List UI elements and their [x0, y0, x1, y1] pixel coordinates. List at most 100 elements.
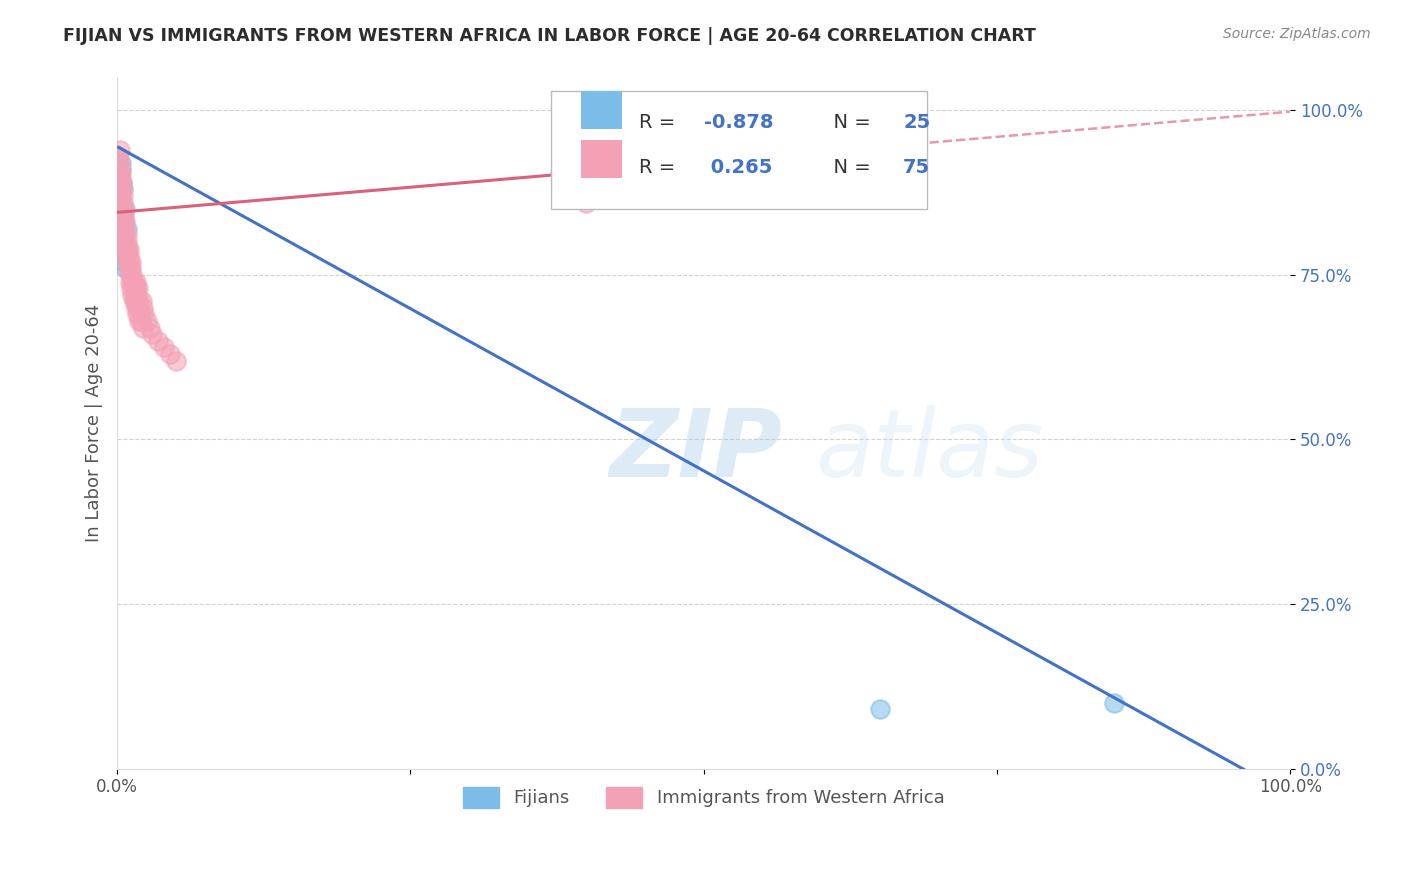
Text: R =: R = — [640, 158, 682, 177]
Point — [108, 176, 131, 190]
Point — [111, 182, 134, 196]
Point — [112, 222, 135, 236]
Point — [114, 215, 136, 229]
Point — [111, 209, 134, 223]
Point — [112, 182, 135, 196]
Point — [117, 254, 139, 268]
Point — [127, 281, 149, 295]
Point — [112, 202, 135, 216]
Point — [127, 307, 149, 321]
Point — [125, 281, 148, 295]
Point — [159, 347, 181, 361]
Point — [108, 156, 131, 170]
Point — [111, 209, 134, 223]
Point — [111, 176, 134, 190]
Point — [107, 182, 129, 196]
Point — [112, 215, 135, 229]
Point — [132, 301, 155, 315]
Point — [129, 307, 152, 321]
Point — [115, 222, 138, 236]
Point — [112, 195, 135, 210]
Text: R =: R = — [640, 113, 682, 132]
Point — [127, 287, 149, 301]
Point — [128, 314, 150, 328]
Point — [120, 261, 142, 276]
Point — [112, 254, 135, 268]
Point — [108, 169, 131, 184]
Point — [107, 149, 129, 163]
Point — [110, 162, 132, 177]
Text: 0.265: 0.265 — [703, 158, 772, 177]
Point — [575, 195, 598, 210]
Point — [110, 162, 132, 177]
Point — [114, 261, 136, 276]
Point — [108, 189, 131, 203]
Point — [118, 254, 141, 268]
Point — [165, 353, 187, 368]
Point — [1102, 696, 1125, 710]
Point — [139, 320, 162, 334]
Point — [118, 242, 141, 256]
Point — [127, 294, 149, 309]
Point — [120, 281, 142, 295]
Point — [135, 314, 157, 328]
Point — [117, 261, 139, 276]
Point — [114, 222, 136, 236]
Point — [110, 215, 132, 229]
Point — [869, 702, 891, 716]
Point — [111, 176, 134, 190]
Point — [153, 340, 176, 354]
Point — [122, 281, 145, 295]
Point — [115, 242, 138, 256]
Point — [121, 275, 143, 289]
Point — [111, 202, 134, 216]
Point — [121, 268, 143, 282]
Point — [114, 248, 136, 262]
FancyBboxPatch shape — [581, 140, 621, 178]
Point — [115, 242, 138, 256]
Point — [117, 248, 139, 262]
Point — [115, 228, 138, 243]
Point — [118, 248, 141, 262]
Point — [112, 228, 135, 243]
FancyBboxPatch shape — [551, 91, 927, 209]
Point — [108, 189, 131, 203]
Point — [112, 228, 135, 243]
Text: 75: 75 — [903, 158, 931, 177]
Point — [114, 202, 136, 216]
Point — [114, 242, 136, 256]
Point — [108, 143, 131, 157]
Point — [128, 294, 150, 309]
Point — [124, 287, 146, 301]
Point — [124, 281, 146, 295]
Point — [120, 254, 142, 268]
Point — [111, 242, 134, 256]
Point — [120, 275, 142, 289]
Point — [148, 334, 170, 348]
Text: FIJIAN VS IMMIGRANTS FROM WESTERN AFRICA IN LABOR FORCE | AGE 20-64 CORRELATION : FIJIAN VS IMMIGRANTS FROM WESTERN AFRICA… — [63, 27, 1036, 45]
Point — [111, 222, 134, 236]
Point — [110, 156, 132, 170]
Text: Source: ZipAtlas.com: Source: ZipAtlas.com — [1223, 27, 1371, 41]
Point — [120, 261, 142, 276]
Text: atlas: atlas — [815, 405, 1043, 496]
Point — [110, 182, 132, 196]
Point — [125, 275, 148, 289]
Text: N =: N = — [821, 158, 877, 177]
Point — [125, 301, 148, 315]
Point — [132, 320, 155, 334]
Point — [112, 189, 135, 203]
Point — [112, 235, 135, 249]
Point — [112, 209, 135, 223]
Y-axis label: In Labor Force | Age 20-64: In Labor Force | Age 20-64 — [86, 304, 103, 542]
Text: -0.878: -0.878 — [703, 113, 773, 132]
Point — [112, 248, 135, 262]
Point — [107, 169, 129, 184]
Point — [112, 215, 135, 229]
Point — [110, 195, 132, 210]
Text: N =: N = — [821, 113, 877, 132]
Point — [120, 268, 142, 282]
Point — [131, 294, 153, 309]
Point — [129, 314, 152, 328]
Point — [108, 202, 131, 216]
